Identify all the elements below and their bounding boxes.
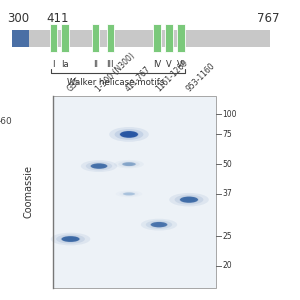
Ellipse shape <box>90 163 108 169</box>
Ellipse shape <box>56 234 85 244</box>
Text: 953-1160: 953-1160 <box>184 61 216 94</box>
Ellipse shape <box>91 164 107 169</box>
Ellipse shape <box>123 132 135 137</box>
Text: 1-300 (N300): 1-300 (N300) <box>94 51 136 94</box>
Bar <box>61 24 69 52</box>
Bar <box>153 24 160 52</box>
Ellipse shape <box>118 161 140 167</box>
Text: 20: 20 <box>223 261 232 270</box>
Ellipse shape <box>119 131 139 138</box>
Text: Walker helicase motifs: Walker helicase motifs <box>67 78 164 87</box>
Bar <box>165 24 172 52</box>
Text: IV: IV <box>153 60 161 69</box>
Text: 75: 75 <box>223 130 232 139</box>
Ellipse shape <box>153 223 165 226</box>
Ellipse shape <box>93 164 105 168</box>
Text: -60: -60 <box>0 117 13 126</box>
Bar <box>12 30 28 46</box>
Bar <box>12 30 270 46</box>
Ellipse shape <box>122 162 136 166</box>
Text: 300: 300 <box>8 13 30 26</box>
Text: 100: 100 <box>223 110 237 119</box>
Text: 411: 411 <box>46 13 69 26</box>
Text: 50: 50 <box>223 160 232 169</box>
Bar <box>50 24 57 52</box>
Text: VI: VI <box>177 60 185 69</box>
Ellipse shape <box>64 237 77 241</box>
Text: III: III <box>106 60 114 69</box>
Ellipse shape <box>61 236 80 242</box>
Ellipse shape <box>124 163 134 166</box>
Ellipse shape <box>183 197 195 202</box>
Ellipse shape <box>61 236 80 242</box>
Ellipse shape <box>115 129 143 140</box>
Text: 25: 25 <box>223 232 232 241</box>
Ellipse shape <box>179 196 199 203</box>
Ellipse shape <box>120 131 138 138</box>
Bar <box>106 24 114 52</box>
Ellipse shape <box>150 222 168 228</box>
Ellipse shape <box>122 192 136 196</box>
Text: 411-767: 411-767 <box>124 65 153 94</box>
Ellipse shape <box>51 233 90 245</box>
Ellipse shape <box>125 193 133 195</box>
Ellipse shape <box>146 220 172 229</box>
Text: Ia: Ia <box>61 60 69 69</box>
Ellipse shape <box>109 127 149 142</box>
Bar <box>52 96 216 288</box>
Text: I: I <box>52 60 55 69</box>
Ellipse shape <box>175 195 203 205</box>
Text: 37: 37 <box>223 189 232 198</box>
Text: II: II <box>93 60 98 69</box>
Ellipse shape <box>122 162 136 166</box>
Ellipse shape <box>180 196 198 203</box>
Text: GST: GST <box>66 76 83 94</box>
Bar <box>177 24 184 52</box>
Ellipse shape <box>141 219 177 231</box>
Ellipse shape <box>81 160 117 172</box>
Bar <box>92 24 99 52</box>
Text: V: V <box>166 60 172 69</box>
Text: Coomassie: Coomassie <box>23 166 34 218</box>
Ellipse shape <box>123 192 135 196</box>
Ellipse shape <box>151 222 167 227</box>
Ellipse shape <box>169 193 209 206</box>
Ellipse shape <box>86 162 112 170</box>
Text: 1161-1269: 1161-1269 <box>154 58 190 94</box>
Text: 767: 767 <box>256 13 279 26</box>
